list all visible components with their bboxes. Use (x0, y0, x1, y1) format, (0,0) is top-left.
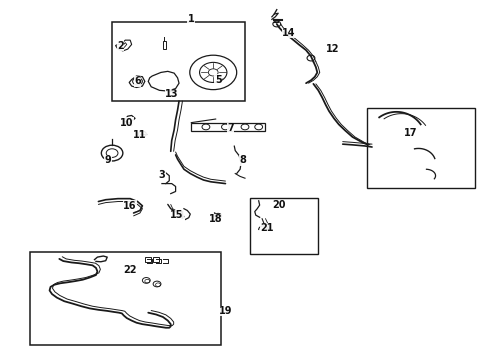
Text: 22: 22 (123, 265, 137, 275)
Text: 3: 3 (159, 170, 165, 180)
Text: 2: 2 (117, 41, 124, 50)
Text: 12: 12 (326, 44, 340, 54)
Text: 6: 6 (134, 76, 141, 86)
Text: 18: 18 (209, 215, 222, 224)
Text: 14: 14 (282, 28, 296, 38)
Text: 10: 10 (120, 118, 133, 128)
Text: 7: 7 (227, 123, 234, 133)
Text: 9: 9 (105, 155, 112, 165)
Text: 1: 1 (188, 14, 195, 24)
Text: 13: 13 (165, 89, 178, 99)
Text: 16: 16 (123, 201, 137, 211)
Text: 21: 21 (260, 224, 274, 233)
Text: 4: 4 (178, 211, 185, 221)
Text: 15: 15 (170, 210, 183, 220)
Text: 19: 19 (219, 306, 232, 316)
Text: 17: 17 (404, 129, 418, 138)
Text: 11: 11 (133, 130, 147, 140)
Text: 20: 20 (272, 200, 286, 210)
Text: 5: 5 (215, 75, 221, 85)
Text: 8: 8 (239, 155, 246, 165)
